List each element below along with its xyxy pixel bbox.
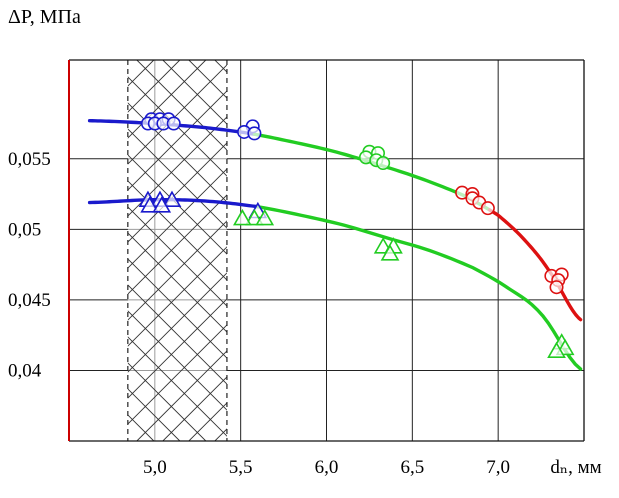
hatch-line xyxy=(136,350,227,441)
hatch-line xyxy=(293,60,619,441)
triangle-marker xyxy=(140,196,160,213)
x-tick-label: 6,0 xyxy=(315,457,339,478)
hatch-line xyxy=(127,284,227,385)
hatch-line xyxy=(553,60,619,441)
y-tick-label: 0,045 xyxy=(8,290,51,311)
hatch-line xyxy=(371,60,619,441)
x-tick-label: 5,5 xyxy=(229,457,253,478)
triangle-marker xyxy=(380,244,400,261)
hatched-region xyxy=(127,60,619,441)
hatch-line xyxy=(127,362,207,441)
hatch-line xyxy=(127,90,227,191)
hatch-line xyxy=(579,60,619,441)
hatch-line xyxy=(267,60,619,441)
hatch-line xyxy=(475,60,619,441)
triangle-marker xyxy=(547,341,566,358)
hatch-line xyxy=(579,60,619,441)
hatch-line xyxy=(475,60,619,441)
circle-marker xyxy=(549,280,564,295)
data-markers xyxy=(138,112,575,358)
hatch-line xyxy=(127,194,227,295)
curve-upper-segment xyxy=(487,208,583,322)
triangle-marker xyxy=(233,208,252,226)
hatch-line xyxy=(423,60,619,441)
y-tick-label: 0,055 xyxy=(8,149,51,170)
hatch-line xyxy=(371,60,619,441)
hatch-line xyxy=(127,440,129,441)
x-tick-label: 5,0 xyxy=(143,457,167,478)
y-tick-label: 0,05 xyxy=(8,219,41,240)
plot-frame xyxy=(68,59,585,442)
hatch-line xyxy=(127,60,129,61)
hatch-line xyxy=(501,60,619,441)
triangle-marker xyxy=(152,196,172,213)
hatch-line xyxy=(127,298,227,399)
hatch-line xyxy=(527,60,619,441)
hatch-line xyxy=(527,60,619,441)
circle-marker xyxy=(480,201,495,216)
hatch-line xyxy=(127,310,227,411)
hatch-line xyxy=(127,246,227,347)
x-tick-label: 6,5 xyxy=(400,457,424,478)
hatch-background xyxy=(127,60,227,441)
hatch-line xyxy=(605,60,619,441)
x-axis-label: dₙ, мм xyxy=(550,457,601,478)
y-axis-label: ΔP, МПа xyxy=(8,6,81,28)
hatch-line xyxy=(127,168,227,269)
hatch-line xyxy=(267,60,619,441)
circle-marker xyxy=(247,126,262,141)
hatch-line xyxy=(423,60,619,441)
triangle-marker xyxy=(162,190,182,207)
hatch-line xyxy=(553,60,619,441)
hatch-line xyxy=(293,60,619,441)
circle-marker xyxy=(166,116,181,131)
hatch-line xyxy=(319,60,619,441)
circle-marker xyxy=(376,156,391,171)
hatch-line xyxy=(127,336,227,437)
tick-labels: 0,055 0,05 0,045 0,04 5,0 5,5 6,0 6,5 7,0 dₙ, мм xyxy=(8,149,602,478)
hatch-line xyxy=(214,428,227,441)
hatch-line xyxy=(605,60,619,441)
hatch-line xyxy=(127,220,227,321)
hatch-line xyxy=(127,324,227,425)
hatch-line xyxy=(319,60,619,441)
x-tick-label: 7,0 xyxy=(486,457,510,478)
hatch-line xyxy=(136,60,227,151)
hatch-line xyxy=(501,60,619,441)
triangle-marker xyxy=(255,208,275,226)
hatch-line xyxy=(127,116,227,217)
y-tick-label: 0,04 xyxy=(8,360,42,381)
hatch-line xyxy=(214,60,227,73)
curve-lower-segment xyxy=(256,205,583,371)
